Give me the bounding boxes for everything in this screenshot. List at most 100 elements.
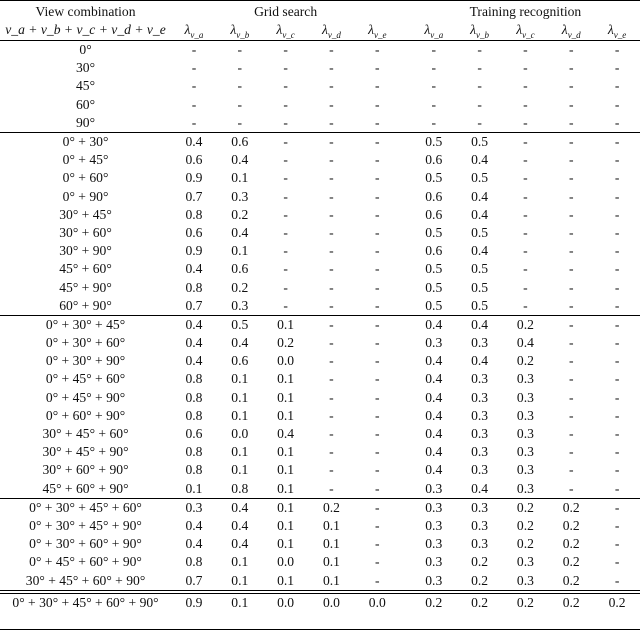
train-lambda-cell: 0.5 (425, 224, 443, 240)
train-lambda-cell: 0.4 (471, 152, 489, 168)
table-row: 0° + 30° + 45° + 90° 0.4 0.4 0.1 0.1 - 0.3 0.3 0… (0, 517, 640, 535)
train-lambda-cell: - (568, 297, 574, 313)
train-lambda-cell: - (568, 444, 574, 460)
grid-lambda-cell: - (329, 279, 334, 295)
grid-lambda-cell: - (283, 152, 288, 168)
train-lambda-cell: - (568, 188, 574, 204)
grid-lambda-cell: 0.1 (231, 444, 249, 460)
train-lambda-cell: 0.4 (471, 206, 489, 222)
table-row: 30° + 60° + 90° 0.8 0.1 0.1 - - 0.4 0.3 0.3 - - (0, 461, 640, 479)
view-combination-cell: 45° (76, 78, 96, 94)
grid-lambda-cell: - (237, 96, 243, 112)
table-row: 45° + 60° + 90° 0.1 0.8 0.1 - - 0.3 0.4 0.3 - - (0, 480, 640, 499)
grid-lambda-sub-0: v_a (190, 30, 204, 40)
grid-lambda-cell: 0.1 (231, 572, 249, 588)
train-lambda-cell: - (523, 78, 528, 94)
view-combination-cell: 0° + 90° (62, 188, 109, 204)
grid-lambda-cell: 0.4 (185, 261, 203, 277)
train-lambda-cell: - (523, 96, 528, 112)
train-lambda-cell: 0.5 (471, 297, 489, 313)
grid-lambda-cell: 0.4 (185, 353, 203, 369)
table-row: 0° + 45° + 60° + 90° 0.8 0.1 0.0 0.1 - 0.3 0.2 0… (0, 553, 640, 571)
grid-lambda-cell: - (375, 554, 380, 570)
grid-lambda-cell: - (283, 96, 288, 112)
train-lambda-cell: 0.3 (471, 536, 489, 552)
grid-lambda-cell: - (283, 243, 288, 259)
table-row: 45° + 90° 0.8 0.2 - - - 0.5 0.5 - - - (0, 278, 640, 296)
train-lambda-cell: - (523, 206, 528, 222)
train-lambda-cell: - (614, 316, 620, 332)
grid-lambda-cell: - (329, 224, 334, 240)
grid-lambda-cell: 0.4 (185, 134, 203, 150)
grid-lambda-cell: - (329, 480, 334, 496)
grid-lambda-cell: - (191, 96, 197, 112)
train-lambda-cell: - (568, 279, 574, 295)
grid-lambda-cell: - (375, 42, 380, 58)
view-combination-cell: 30° + 45° + 60° + 90° (25, 572, 146, 588)
grid-lambda-cell: - (283, 170, 288, 186)
grid-lambda-cell: 0.1 (277, 480, 295, 496)
train-lambda-cell: - (614, 353, 620, 369)
grid-lambda-cell: - (375, 407, 380, 423)
view-combination-cell: 30° + 45° + 90° (42, 444, 129, 460)
grid-lambda-cell: - (283, 42, 288, 58)
view-combination-cell: 45° + 60° (59, 261, 112, 277)
grid-lambda-cell: - (375, 96, 380, 112)
grid-lambda-header-4: λv_e (368, 22, 387, 40)
train-lambda-cell: - (568, 353, 574, 369)
grid-lambda-cell: 0.4 (231, 536, 249, 552)
grid-lambda-cell: 0.1 (277, 462, 295, 478)
train-lambda-sub-0: v_a (430, 30, 444, 40)
view-combination-cell: 45° + 90° (59, 279, 112, 295)
train-lambda-cell: - (614, 407, 620, 423)
view-combination-cell: 0° + 30° + 60° + 90° (29, 536, 142, 552)
train-lambda-cell: - (523, 279, 528, 295)
table-row: 30° - - - - - - - - - - (0, 59, 640, 77)
train-lambda-cell: 0.6 (425, 243, 443, 259)
train-lambda-cell: - (614, 335, 620, 351)
train-lambda-cell: - (568, 114, 574, 130)
table-row: 60° + 90° 0.7 0.3 - - - 0.5 0.5 - - - (0, 297, 640, 316)
train-lambda-cell: 0.4 (471, 353, 489, 369)
grid-lambda-cell: 0.2 (231, 279, 249, 295)
train-lambda-cell: 0.3 (425, 517, 443, 533)
grid-lambda-cell: - (375, 279, 380, 295)
grid-lambda-cell: 0.6 (185, 152, 203, 168)
grid-lambda-cell: - (375, 316, 380, 332)
view-combination-cell: 45° + 60° + 90° (42, 480, 129, 496)
train-lambda-cell: 0.6 (425, 206, 443, 222)
train-lambda-cell: - (568, 480, 574, 496)
grid-lambda-cell: - (375, 243, 380, 259)
view-combination-cell: 30° + 60° (59, 224, 112, 240)
train-lambda-cell: - (523, 134, 528, 150)
grid-lambda-cell: 0.8 (185, 389, 203, 405)
train-lambda-cell: 0.3 (425, 554, 443, 570)
grid-lambda-cell: - (191, 114, 197, 130)
train-lambda-header-2: λv_c (516, 22, 535, 40)
grid-lambda-cell: - (329, 78, 334, 94)
grid-lambda-cell: 0.4 (231, 517, 249, 533)
train-lambda-cell: - (614, 114, 620, 130)
train-lambda-cell: 0.2 (471, 572, 489, 588)
grid-lambda-cell: - (329, 243, 334, 259)
train-lambda-cell: - (568, 206, 574, 222)
grid-lambda-cell: - (283, 60, 288, 76)
train-lambda-cell: 0.3 (516, 480, 534, 496)
train-lambda-cell: - (431, 78, 437, 94)
group-separator (0, 497, 640, 499)
grid-lambda-cell: - (375, 114, 380, 130)
grid-lambda-cell: - (329, 462, 334, 478)
group-separator (0, 315, 640, 316)
grid-lambda-cell: 0.2 (231, 206, 249, 222)
grid-lambda-cell: 0.7 (185, 297, 203, 313)
table-row: 45° - - - - - - - - - - (0, 77, 640, 95)
grid-lambda-cell: 0.6 (185, 224, 203, 240)
table-row: 90° - - - - - - - - - - (0, 114, 640, 133)
grid-lambda-cell: - (237, 60, 243, 76)
train-lambda-cell: 0.3 (471, 407, 489, 423)
grid-lambda-cell: 0.0 (277, 353, 295, 369)
train-lambda-cell: 0.5 (425, 134, 443, 150)
grid-lambda-cell: 0.1 (277, 536, 295, 552)
train-lambda-cell: 0.3 (471, 517, 489, 533)
table-row: 0° + 30° + 90° 0.4 0.6 0.0 - - 0.4 0.4 0.2 - - (0, 352, 640, 370)
